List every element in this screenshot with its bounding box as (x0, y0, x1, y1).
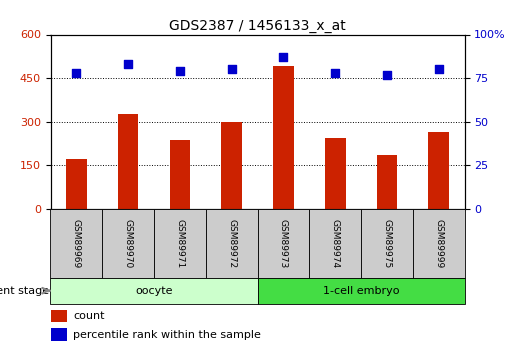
Bar (413, 209, 465, 278)
Bar (206, 209, 258, 278)
Bar (50, 278, 258, 304)
Point (435, 67, 443, 72)
Point (176, 68, 184, 74)
Bar (50, 310, 67, 322)
Title: GDS2387 / 1456133_x_at: GDS2387 / 1456133_x_at (169, 19, 346, 33)
Point (331, 70, 339, 76)
Point (279, 55, 287, 60)
Bar (361, 209, 413, 278)
Text: GSM89969: GSM89969 (72, 219, 81, 268)
Bar (377, 155, 397, 209)
Text: GSM89970: GSM89970 (124, 219, 133, 268)
Bar (50, 209, 102, 278)
Text: count: count (73, 311, 105, 321)
Bar (102, 209, 154, 278)
Bar (309, 209, 361, 278)
Text: GSM89999: GSM89999 (434, 219, 443, 268)
Text: GSM89972: GSM89972 (227, 219, 236, 268)
Text: GSM89975: GSM89975 (382, 219, 391, 268)
Bar (258, 209, 309, 278)
Point (124, 61, 132, 67)
Bar (258, 278, 465, 304)
Bar (50, 328, 67, 341)
Bar (66, 159, 87, 209)
Bar (221, 122, 242, 209)
Text: percentile rank within the sample: percentile rank within the sample (73, 330, 261, 339)
Text: oocyte: oocyte (135, 286, 173, 296)
Point (383, 72, 391, 77)
Bar (273, 67, 294, 209)
Text: 1-cell embryo: 1-cell embryo (323, 286, 399, 296)
Point (72, 70, 80, 76)
Bar (428, 132, 449, 209)
Text: GSM89971: GSM89971 (175, 219, 184, 268)
Text: GSM89974: GSM89974 (331, 219, 340, 268)
Bar (325, 138, 345, 209)
Bar (154, 209, 206, 278)
Text: GSM89973: GSM89973 (279, 219, 288, 268)
Text: development stage: development stage (0, 286, 49, 296)
Bar (118, 114, 138, 209)
Point (228, 67, 236, 72)
Bar (170, 140, 190, 209)
